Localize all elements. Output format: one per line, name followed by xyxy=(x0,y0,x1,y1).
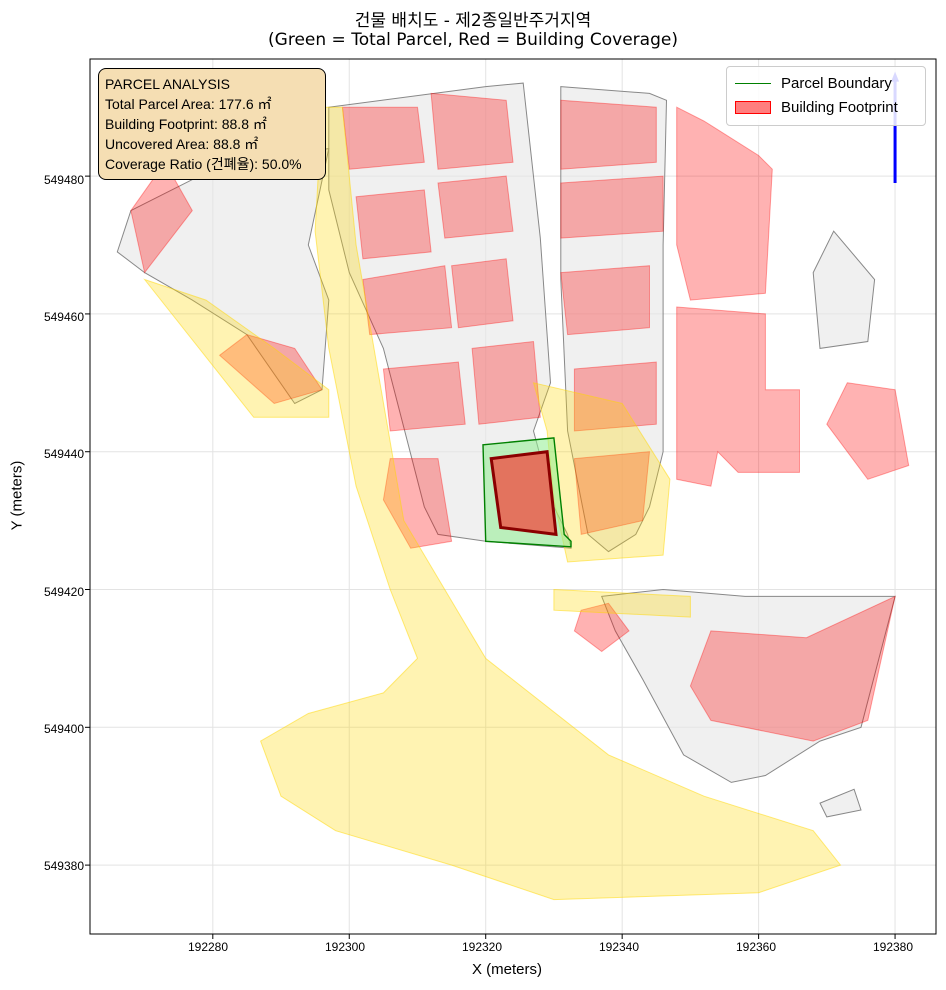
parcel-analysis-box: PARCEL ANALYSIS Total Parcel Area: 177.6… xyxy=(98,68,326,180)
y-tick-label: 549460 xyxy=(43,310,84,324)
context-parcel xyxy=(600,588,896,783)
context-building xyxy=(382,458,453,549)
map-layers xyxy=(116,71,910,901)
x-tick-label: 192380 xyxy=(872,940,914,954)
coverage-text: Coverage Ratio (건폐율): 50.0% xyxy=(105,156,302,172)
context-parcel xyxy=(819,788,862,818)
legend-item-parcel: Parcel Boundary xyxy=(735,73,892,93)
legend-label-parcel: Parcel Boundary xyxy=(781,74,892,92)
y-tick-label: 549380 xyxy=(43,859,84,873)
road-area xyxy=(143,278,330,418)
context-building xyxy=(355,189,432,260)
y-tick-label: 549480 xyxy=(43,173,84,187)
context-building xyxy=(382,361,466,432)
x-tick-label: 192300 xyxy=(324,940,366,954)
total-area-text: Total Parcel Area: 177.6 ㎡ xyxy=(105,96,272,112)
y-tick-label: 549420 xyxy=(43,585,84,599)
x-tick-label: 192340 xyxy=(598,940,640,954)
y-tick-label: 549400 xyxy=(43,722,84,736)
legend-patch-swatch xyxy=(735,100,771,114)
context-building xyxy=(573,451,651,536)
context-building xyxy=(471,340,541,425)
chart-title-line2: (Green = Total Parcel, Red = Building Co… xyxy=(268,30,678,50)
context-building xyxy=(573,361,657,432)
legend-item-building: Building Footprint xyxy=(735,97,898,117)
y-axis-label: Y (meters) xyxy=(8,460,26,531)
chart-title-line1: 건물 배치도 - 제2종일반주거지역 xyxy=(354,11,592,31)
context-building xyxy=(560,175,664,239)
axis-ticks xyxy=(85,175,896,939)
context-building xyxy=(451,258,514,329)
context-building xyxy=(218,334,323,405)
uncovered-text: Uncovered Area: 88.8 ㎡ xyxy=(105,136,259,152)
footprint-text: Building Footprint: 88.8 ㎡ xyxy=(105,116,267,132)
context-building xyxy=(676,306,800,487)
context-building xyxy=(362,265,453,336)
road-layer xyxy=(143,106,842,901)
x-axis-label: X (meters) xyxy=(472,961,543,978)
context-parcel-layer xyxy=(116,82,896,818)
context-building xyxy=(341,106,425,170)
context-building xyxy=(430,92,514,170)
x-tick-label: 192320 xyxy=(461,940,503,954)
x-tick-label: 192360 xyxy=(735,940,777,954)
road-area xyxy=(259,106,842,901)
context-building xyxy=(560,265,650,336)
context-building xyxy=(826,382,910,480)
analysis-heading: PARCEL ANALYSIS xyxy=(105,76,231,92)
legend: Parcel Boundary Building Footprint xyxy=(726,66,926,126)
legend-label-building: Building Footprint xyxy=(781,98,898,116)
context-parcel xyxy=(812,230,876,349)
context-building xyxy=(560,99,657,170)
y-tick-label: 549440 xyxy=(43,447,84,461)
context-building xyxy=(676,106,773,301)
x-tick-label: 192280 xyxy=(187,940,229,954)
target-building xyxy=(489,450,558,537)
context-building xyxy=(437,175,514,239)
legend-line-swatch xyxy=(735,82,771,84)
context-building xyxy=(573,602,630,653)
context-building-layer xyxy=(130,92,910,742)
context-building xyxy=(689,595,896,742)
plot-frame xyxy=(89,58,937,935)
target-parcel-layer xyxy=(482,71,900,548)
road-area xyxy=(553,588,691,618)
context-parcel xyxy=(560,86,668,553)
